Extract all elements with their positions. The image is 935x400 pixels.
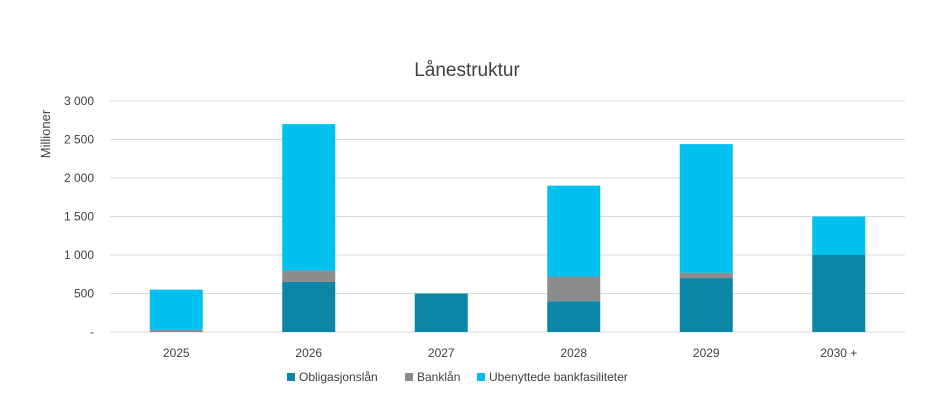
bar-segment-obligasjonslan [812,255,866,332]
y-tick-label: 1 000 [64,248,94,262]
bar-segment-ubenyttede [149,289,203,330]
x-tick-label: 2027 [428,346,455,360]
y-tick-label: - [90,325,94,339]
bar-segment-ubenyttede [679,144,733,273]
x-tick-label: 2026 [295,346,322,360]
bar-segment-banklan [547,276,601,302]
y-tick-label: 2 000 [64,171,94,185]
x-tick-label: 2029 [693,346,720,360]
x-axis-ticks: 2025 2026 2027 2028 2029 2030 + [163,346,857,360]
x-tick-label: 2025 [163,346,190,360]
x-tick-label: 2028 [560,346,587,360]
bar-segment-obligasjonslan [547,301,601,332]
y-axis-ticks: - 500 1 000 1 500 2 000 2 500 3 000 [64,94,94,339]
legend: Obligasjonslån Banklån Ubenyttede bankfasi… [287,370,628,384]
legend-swatch [287,373,295,381]
bar-segment-ubenyttede [812,216,866,255]
legend-swatch [477,373,485,381]
y-tick-label: 2 500 [64,133,94,147]
legend-label: Ubenyttede bankfasiliteter [489,370,628,384]
legend-swatch [405,373,413,381]
y-tick-label: 1 500 [64,210,94,224]
bar-segment-ubenyttede [282,124,336,271]
bar-segment-ubenyttede [547,185,601,277]
x-tick-label: 2030 + [820,346,857,360]
bar-segment-obligasjonslan [679,278,733,332]
y-axis-label: Millioner [38,109,53,158]
bar-segment-banklan [679,272,733,279]
y-tick-label: 500 [74,287,94,301]
bar-segment-banklan [282,270,336,282]
bar-segment-banklan [149,329,203,332]
chart-title: Lånestruktur [414,60,520,81]
gridlines [110,100,905,333]
bar-segment-obligasjonslan [414,293,468,332]
legend-label: Obligasjonslån [299,370,378,384]
legend-label: Banklån [417,370,460,384]
bars [149,124,866,332]
y-tick-label: 3 000 [64,94,94,108]
bar-segment-obligasjonslan [282,281,336,332]
